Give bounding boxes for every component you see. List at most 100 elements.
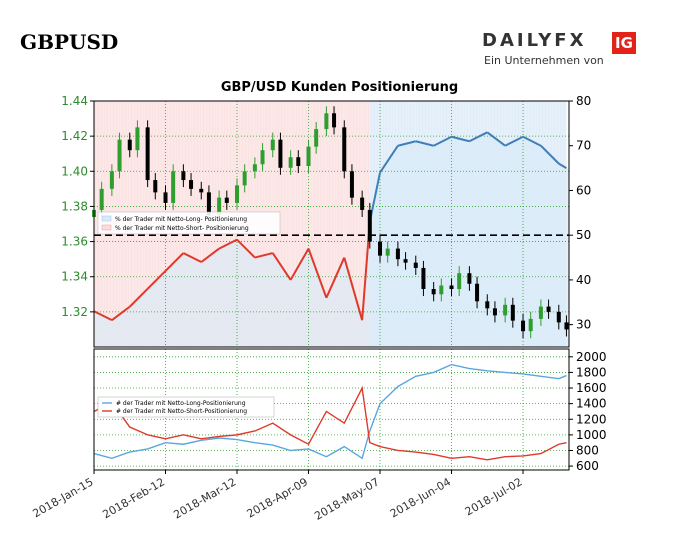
candle-body — [252, 164, 257, 172]
right-tick-label: 40 — [576, 273, 591, 287]
candle-body — [171, 171, 176, 203]
candle-body — [314, 129, 319, 147]
x-tick-label: 2018-Jul-02 — [463, 475, 525, 518]
bottom-panel-frame — [93, 348, 570, 471]
sentiment-line-segment — [307, 248, 328, 299]
candle-body — [521, 320, 526, 332]
candle-body — [342, 127, 347, 172]
candle-body — [181, 171, 186, 181]
sentiment-band — [362, 101, 370, 347]
candle-body — [449, 285, 454, 290]
right-tick-label: 80 — [576, 94, 591, 108]
x-tick-label: 2018-Mar-12 — [171, 475, 238, 521]
left-tick-label: 1.32 — [61, 305, 88, 319]
legend-label-short-pct: % der Trader mit Netto-Short- Positionie… — [115, 225, 249, 232]
sentiment-line-segment — [289, 248, 310, 281]
candle-body — [189, 180, 194, 189]
left-tick-label: 1.42 — [61, 129, 88, 143]
right-tick-label: 70 — [576, 139, 591, 153]
candle-body — [467, 273, 472, 284]
candle-body — [332, 113, 337, 128]
sentiment-line-segment — [433, 135, 452, 147]
sentiment-line-segment — [415, 140, 434, 147]
bottom-right-tick-label: 800 — [576, 443, 599, 457]
candle-body — [421, 267, 426, 290]
candle-body — [413, 262, 418, 268]
logo-wordmark: DAILYFX — [482, 30, 587, 51]
candle-body — [117, 139, 122, 172]
candle-body — [260, 150, 265, 165]
candle-body — [528, 318, 533, 332]
bottom-legend-box — [97, 396, 275, 418]
sentiment-line-segment — [111, 305, 131, 321]
candle-body — [324, 113, 329, 130]
candle-body — [224, 197, 229, 203]
legend-swatch-long-pct — [101, 215, 112, 222]
candle-body — [538, 306, 543, 319]
candle-body — [135, 127, 140, 151]
bottom-right-tick-label: 1200 — [576, 412, 607, 426]
candle-body — [385, 248, 390, 256]
candle-body — [306, 146, 311, 167]
candle-body — [153, 180, 158, 193]
right-tick-label: 50 — [576, 228, 591, 242]
candle-body — [242, 171, 247, 186]
bottom-right-tick-label: 2000 — [576, 350, 607, 364]
sentiment-line-segment — [146, 270, 167, 290]
sentiment-line-segment — [397, 140, 417, 147]
bottom-right-tick-label: 1600 — [576, 381, 607, 395]
ig-badge: IG — [612, 32, 636, 54]
candle-body — [546, 306, 551, 312]
sentiment-line-segment — [540, 145, 560, 165]
left-tick-label: 1.38 — [61, 199, 88, 213]
candle-body — [564, 322, 569, 330]
candle-body — [503, 304, 508, 316]
x-tick-label: 2018-May-07 — [312, 475, 381, 523]
candle-body — [127, 139, 132, 151]
legend-swatch-short-pct — [101, 224, 112, 231]
long-count-line — [93, 363, 567, 460]
candle-body — [439, 285, 444, 295]
sentiment-line-segment — [504, 135, 524, 147]
sentiment-line-segment — [129, 288, 149, 308]
left-tick-label: 1.36 — [61, 235, 88, 249]
candle-body — [510, 304, 515, 321]
candle-body — [349, 171, 354, 198]
candle-body — [395, 248, 400, 260]
candle-body — [367, 209, 372, 242]
pair-title: GBPUSD — [20, 30, 119, 54]
candle-body — [288, 157, 293, 168]
candle-body — [235, 185, 240, 203]
legend-label-short-count: # der Trader mit Netto-Short-Positionier… — [116, 408, 247, 415]
bottom-right-tick-label: 1000 — [576, 428, 607, 442]
sentiment-line-segment — [486, 131, 506, 147]
candle-body — [457, 273, 462, 290]
candle-body — [199, 188, 204, 193]
candle-body — [378, 241, 383, 256]
x-tick-label: 2018-Jun-04 — [388, 475, 453, 520]
candle-body — [475, 283, 480, 302]
left-tick-label: 1.44 — [61, 94, 88, 108]
short-count-line — [93, 385, 567, 461]
top-legend-box — [97, 211, 281, 235]
top-panel-frame — [93, 100, 570, 348]
sentiment-line-segment — [93, 310, 113, 322]
x-tick-label: 2018-Jan-15 — [31, 475, 96, 520]
legend-label-long-pct: % der Trader mit Netto-Long- Positionier… — [115, 216, 247, 223]
candle-body — [403, 259, 408, 263]
long-area-fill — [94, 132, 569, 347]
right-tick-label: 30 — [576, 318, 591, 332]
candle-body — [278, 139, 283, 168]
sentiment-line-segment — [468, 131, 488, 143]
sentiment-line-segment — [164, 252, 185, 272]
x-tick-label: 2018-Apr-09 — [245, 475, 310, 520]
candle-body — [485, 301, 490, 309]
x-tick-label: 2018-Feb-12 — [100, 475, 167, 521]
bottom-right-tick-label: 1400 — [576, 397, 607, 411]
sentiment-line-segment — [182, 252, 202, 263]
bottom-right-tick-label: 600 — [576, 459, 599, 473]
sentiment-line-segment — [522, 135, 542, 147]
sentiment-line-segment — [451, 135, 470, 143]
legend-label-long-count: # der Trader mit Netto-Long-Positionieru… — [116, 400, 246, 407]
